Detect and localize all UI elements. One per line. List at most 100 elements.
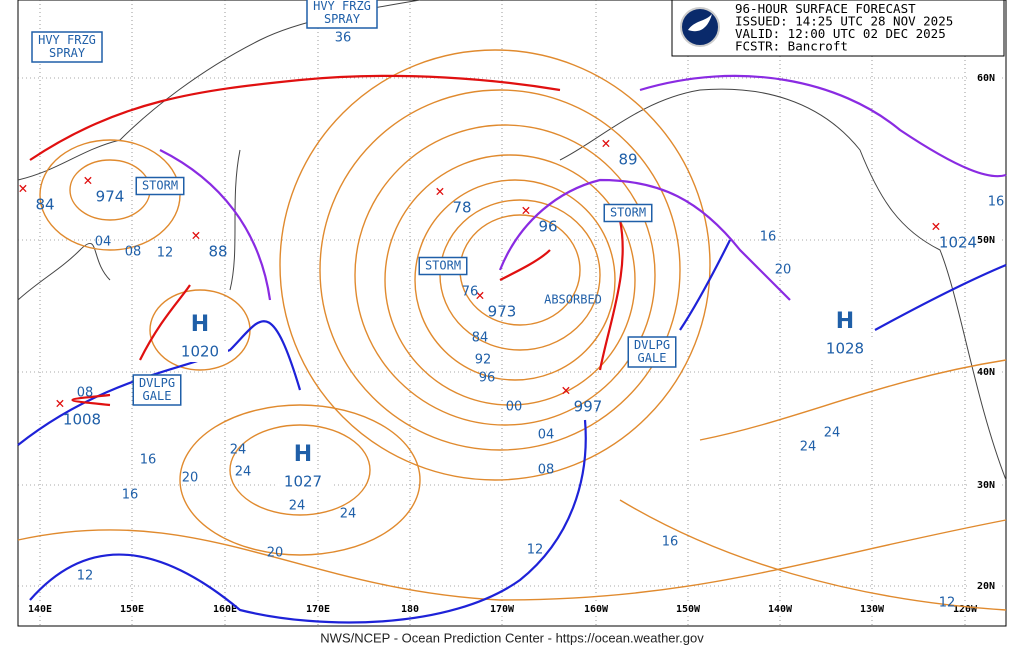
isobar-label: 12: [527, 543, 544, 558]
annotation-text: SPRAY: [49, 46, 86, 60]
isobar-label: 24: [235, 465, 252, 480]
annotation-box: [603, 203, 653, 223]
annotation-box: [627, 336, 677, 368]
isobar-label: 08: [538, 463, 555, 478]
pressure-bg: [817, 339, 873, 359]
lat-label-bg: [970, 365, 1000, 379]
lon-label: 140W: [768, 604, 793, 615]
isobar-label: 20: [775, 263, 792, 278]
lat-label: 30N: [977, 480, 995, 491]
note: ABSORBED: [544, 293, 602, 307]
low-pressure: 88: [208, 243, 227, 261]
annotation-text: GALE: [638, 351, 667, 365]
low-cross: ×: [931, 217, 941, 236]
lon-label: 180: [401, 604, 419, 615]
lon-label: 170E: [306, 604, 330, 615]
low-pressure: 974: [96, 188, 125, 206]
isobar-label: 12: [939, 596, 956, 611]
map-frame: [17, 0, 1007, 627]
isobar-label: 36: [335, 31, 352, 46]
isobar-label: 20: [267, 546, 284, 561]
isobar-label: 12: [157, 246, 174, 261]
isobar-label: 16: [122, 488, 139, 503]
isobar-label: 76: [462, 285, 479, 300]
lon-label-bg: [855, 601, 889, 615]
header-line: FCSTR: Bancroft: [735, 39, 848, 54]
annotation-text: DVLPG: [139, 376, 175, 390]
low-cross: ×: [601, 134, 611, 153]
lat-label: 20N: [977, 581, 995, 592]
isobar-label: 12: [77, 569, 94, 584]
lon-label-bg: [115, 601, 149, 615]
low-pressure: 78: [452, 199, 471, 217]
isobar-label: 20: [182, 471, 199, 486]
isobar-label: 16: [988, 195, 1005, 210]
lat-label: 50N: [977, 235, 995, 246]
lat-label: 60N: [977, 73, 995, 84]
isobar-label: 00: [506, 400, 523, 415]
header-line: 96-HOUR SURFACE FORECAST: [735, 1, 916, 16]
lon-label: 150E: [120, 604, 144, 615]
isobar-label: 24: [230, 443, 247, 458]
annotation-text: SPRAY: [324, 12, 361, 26]
high-symbol: H: [294, 442, 312, 467]
lon-label-bg: [301, 601, 335, 615]
annotation-box: [418, 256, 468, 276]
header-line: VALID: 12:00 UTC 02 DEC 2025: [735, 26, 946, 41]
low-cross: ×: [435, 182, 445, 201]
isobar-label: 24: [340, 507, 357, 522]
annotation-text: DVLPG: [634, 338, 670, 352]
annotation-text: STORM: [425, 259, 461, 273]
low-pressure: 89: [618, 151, 637, 169]
lat-lon-grid: 140E 150E 160E 170E 180 170W 160W 150W 140W 130W 1…: [18, 0, 1006, 626]
lat-label-bg: [970, 71, 1000, 85]
isobar-label: 16: [140, 453, 157, 468]
lon-label-bg: [23, 601, 57, 615]
lon-label: 160W: [584, 604, 609, 615]
low-pressure: 997: [574, 398, 603, 416]
low-cross: ×: [55, 394, 65, 413]
low-pressure: 1024: [939, 234, 977, 252]
annotation-text: STORM: [610, 206, 646, 220]
annotation-box: [306, 0, 378, 29]
lat-label: 40N: [977, 367, 995, 378]
lon-label-bg: [671, 601, 705, 615]
isobar-label: 24: [800, 440, 817, 455]
high-symbol: H: [836, 309, 854, 334]
isobar-label: 24: [289, 499, 306, 514]
lon-label: 160E: [213, 604, 237, 615]
isobar-label: 96: [479, 371, 496, 386]
isobar-label: 04: [95, 235, 112, 250]
fronts: [17, 74, 1007, 624]
lon-label-bg: [763, 601, 797, 615]
high-pressure: 1020: [181, 343, 219, 361]
high-pressure: 1027: [284, 473, 322, 491]
low-pressure: 973: [488, 303, 517, 321]
low-cross: ×: [18, 179, 28, 198]
isobar-label: 08: [125, 245, 142, 260]
isobar-label: 16: [760, 230, 777, 245]
lat-label-bg: [970, 233, 1000, 247]
lon-label: 140E: [28, 604, 52, 615]
isobar-label: 16: [662, 535, 679, 550]
lon-label: 150W: [676, 604, 701, 615]
low-cross: ×: [83, 171, 93, 190]
low-pressure: 1008: [63, 411, 101, 429]
isobar-label: 04: [538, 428, 555, 443]
low-pressure: 96: [538, 218, 557, 236]
isobar-label: 84: [472, 331, 489, 346]
annotation-box: [31, 31, 103, 63]
high-pressure: 1028: [826, 340, 864, 358]
annotation-text: HVY FRZG: [38, 33, 96, 47]
annotation-text: STORM: [142, 179, 178, 193]
annotation-box: [135, 176, 185, 196]
lat-label-bg: [970, 478, 1000, 492]
low-pressure: 84: [35, 196, 54, 214]
lon-label-bg: [393, 601, 427, 615]
header-line: ISSUED: 14:25 UTC 28 NOV 2025: [735, 14, 953, 29]
annotation-text: HVY FRZG: [313, 0, 371, 13]
lon-label: 170W: [490, 604, 515, 615]
isobar-label: 08: [77, 386, 94, 401]
annotation-box: [132, 374, 182, 406]
